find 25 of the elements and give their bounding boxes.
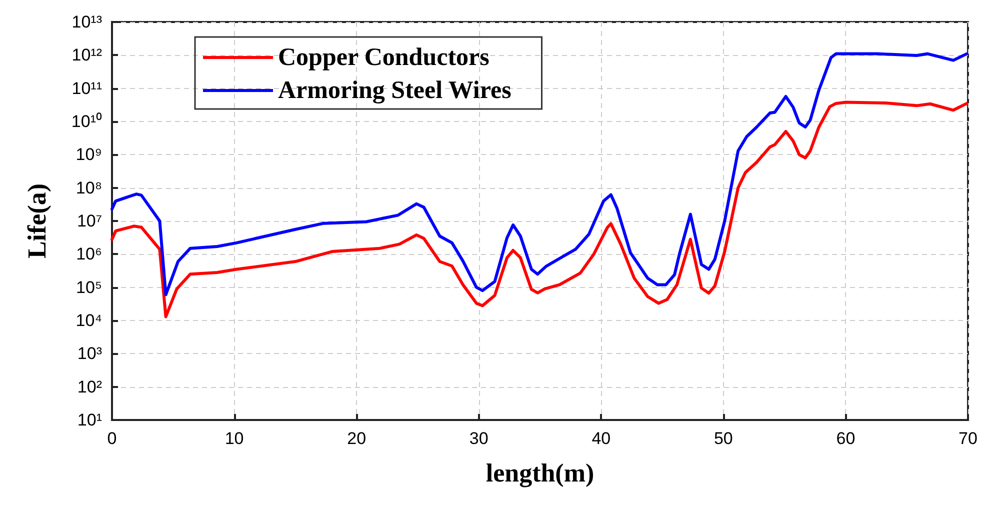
x-tick-label: 70 (958, 429, 978, 448)
y-axis-title: Life(a) (22, 183, 52, 259)
x-tick-label: 40 (592, 429, 611, 448)
x-tick-label: 60 (836, 429, 856, 448)
y-tick-label: 10¹³ (72, 12, 102, 32)
y-tick-label: 10¹⁰ (71, 112, 102, 131)
x-axis-title: length(m) (486, 458, 594, 488)
x-tick-label: 0 (107, 429, 117, 448)
y-tick-label: 10¹² (72, 46, 102, 65)
y-tick-label: 10⁷ (76, 212, 102, 230)
y-tick-label: 10² (77, 377, 102, 396)
y-tick-label: 10⁵ (76, 278, 102, 297)
y-tick-label: 10³ (77, 344, 102, 364)
legend-label: Armoring Steel Wires (278, 77, 512, 104)
x-tick-label: 30 (469, 429, 488, 448)
legend-label: Copper Conductors (278, 44, 490, 71)
x-tick-label: 10 (224, 429, 244, 448)
y-tick-label: 10¹ (77, 410, 102, 430)
x-tick-label: 50 (714, 429, 733, 448)
y-tick-label: 10⁹ (76, 145, 102, 164)
y-tick-label: 10⁶ (76, 244, 102, 264)
y-tick-label: 10⁸ (76, 178, 102, 198)
y-tick-label: 10⁴ (76, 311, 102, 330)
y-tick-label: 10¹¹ (72, 78, 102, 98)
x-tick-label: 20 (347, 429, 366, 448)
